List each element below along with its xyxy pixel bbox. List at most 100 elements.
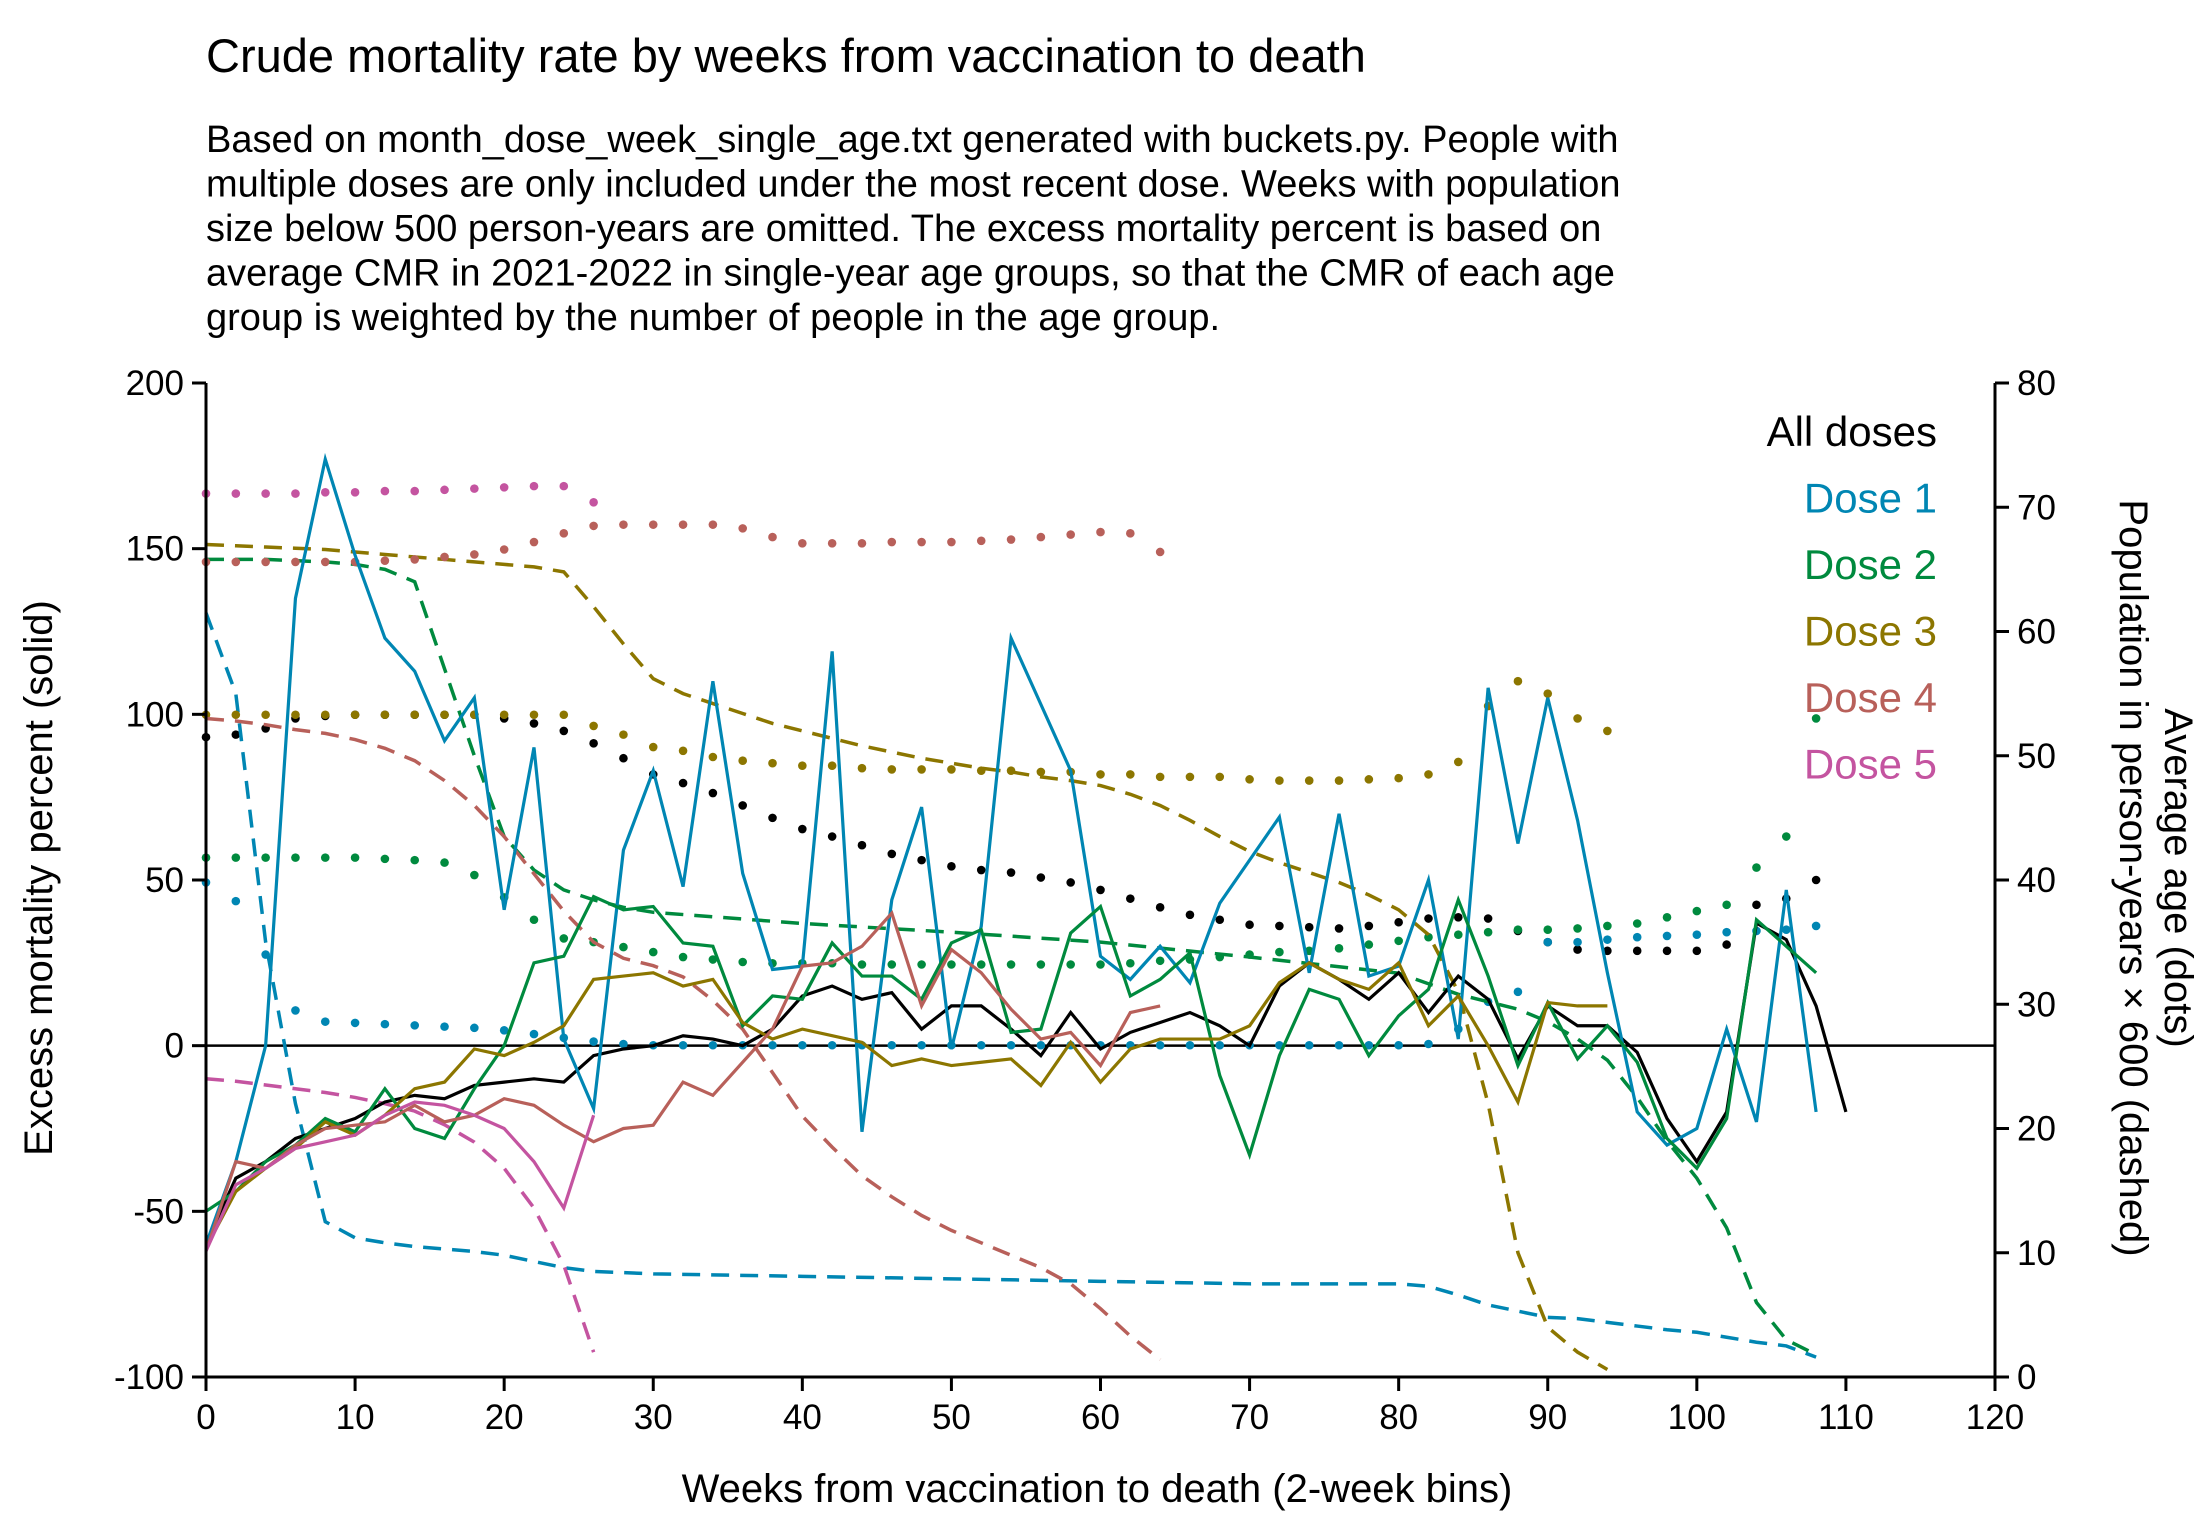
age-dot: [1096, 960, 1105, 969]
age-dot: [1603, 946, 1612, 956]
age-dot: [947, 960, 956, 969]
age-dot: [499, 545, 509, 554]
age-dot: [1036, 1040, 1046, 1050]
age-dot: [291, 489, 300, 498]
age-dot: [1483, 927, 1493, 937]
chart-title: Crude mortality rate by weeks from vacci…: [206, 29, 1366, 82]
age-dot: [1215, 772, 1225, 782]
age-dot: [1394, 917, 1403, 927]
age-dot: [798, 1040, 807, 1050]
age-dot: [1245, 920, 1254, 930]
age-dot: [1155, 956, 1165, 966]
age-dot: [380, 556, 390, 565]
age-dot: [1811, 714, 1821, 723]
age-dot: [917, 1040, 926, 1050]
age-dot: [1304, 776, 1314, 785]
age-dot: [1424, 1039, 1433, 1049]
excess-line-dose-4: [204, 909, 1161, 1252]
age-dot: [768, 758, 777, 768]
age-dot: [1006, 960, 1016, 969]
population-line-dose-1: [204, 612, 1817, 1359]
age-dot: [976, 766, 986, 775]
age-dot: [678, 1040, 688, 1050]
excess-line-dose-5: [204, 1100, 596, 1252]
y-axis-right-label-line: Population in person-years × 600 (dashed…: [2111, 499, 2155, 1256]
age-dot: [1573, 937, 1582, 947]
age-dot: [1603, 935, 1612, 944]
age-dot: [648, 947, 658, 957]
age-dot: [1304, 1040, 1314, 1050]
age-dot: [708, 752, 718, 762]
age-dot: [350, 710, 360, 720]
age-dot: [1275, 776, 1284, 785]
excess-line-dose-1: [204, 452, 1818, 1246]
age-dot: [1334, 776, 1344, 785]
age-dots-dose-3: [201, 676, 1612, 785]
age-dot: [559, 481, 569, 491]
age-dot: [1185, 772, 1195, 782]
age-dot: [887, 765, 897, 774]
age-dot: [1006, 868, 1016, 877]
age-dot: [1275, 921, 1284, 931]
age-dot: [529, 1029, 539, 1039]
age-dot: [350, 488, 360, 497]
legend-item: Dose 1: [1804, 475, 1937, 522]
age-dot: [917, 960, 926, 969]
age-dot: [1722, 927, 1731, 937]
age-dot: [708, 520, 718, 529]
age-dot: [798, 538, 807, 548]
age-dot: [708, 955, 718, 964]
age-dot: [1483, 914, 1493, 923]
age-dot: [1155, 772, 1165, 782]
age-dot: [708, 788, 718, 798]
age-dot: [1334, 1040, 1344, 1050]
age-dot: [678, 778, 688, 788]
age-dot: [1126, 958, 1135, 968]
age-dot: [1394, 773, 1403, 783]
age-dots-all-doses: [201, 710, 1821, 956]
age-dot: [648, 742, 658, 752]
legend-item: All doses: [1767, 408, 1937, 455]
age-dot: [1096, 527, 1105, 537]
age-dot: [440, 710, 449, 720]
age-dot: [291, 557, 300, 567]
age-dot: [410, 1021, 420, 1030]
age-dot: [1573, 924, 1582, 933]
y-right-tick-label: 0: [2017, 1358, 2036, 1397]
age-dot: [559, 710, 569, 720]
age-dot: [738, 524, 747, 533]
age-dot: [619, 730, 628, 739]
age-dot: [440, 485, 449, 495]
age-dots-dose-2: [201, 714, 1821, 969]
age-dot: [410, 855, 420, 865]
age-dot: [1424, 914, 1433, 923]
age-dot: [1364, 940, 1374, 949]
x-tick-label: 40: [783, 1398, 822, 1437]
x-axis-label: Weeks from vaccination to death (2-week …: [682, 1467, 1513, 1511]
age-dot: [1513, 676, 1523, 686]
age-dot: [529, 481, 539, 491]
age-dot: [589, 497, 598, 507]
age-dot: [380, 1019, 390, 1029]
age-dot: [1752, 863, 1761, 872]
age-dot: [1424, 770, 1433, 779]
age-dots-dose-5: [201, 481, 598, 507]
age-dot: [827, 1040, 837, 1050]
age-dot: [619, 1039, 628, 1049]
age-dot: [1245, 950, 1254, 959]
age-dot: [499, 483, 509, 492]
age-dot: [1722, 900, 1731, 910]
population-line-dose-3: [205, 542, 1609, 1372]
age-dot: [976, 1040, 986, 1050]
y-right-tick-label: 60: [2017, 613, 2056, 652]
age-dot: [350, 853, 360, 862]
age-dot: [1185, 910, 1195, 920]
age-dot: [1066, 878, 1075, 887]
age-dot: [440, 1022, 449, 1031]
age-dot: [1543, 925, 1553, 934]
y-axis-left-label: Excess mortality percent (solid): [17, 600, 61, 1156]
age-dot: [261, 710, 270, 720]
y-left-tick-label: 200: [126, 364, 184, 403]
age-dots-dose-4: [201, 520, 1165, 567]
age-dot: [887, 849, 897, 859]
